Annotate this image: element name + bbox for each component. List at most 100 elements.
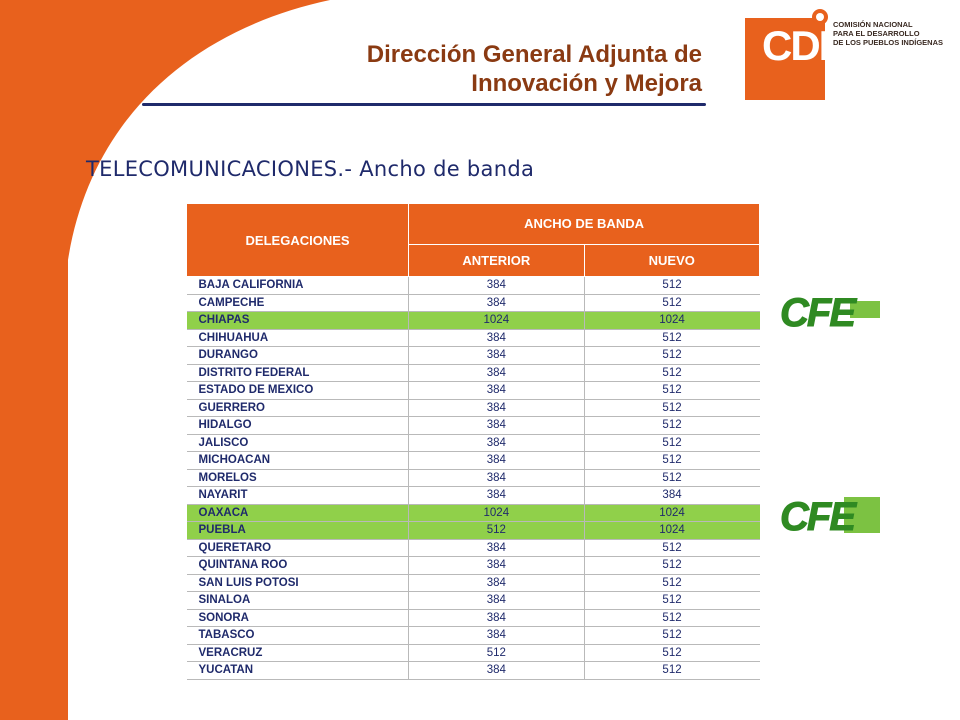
delegacion-cell: BAJA CALIFORNIA — [186, 276, 409, 295]
delegacion-cell: GUERRERO — [186, 399, 409, 417]
anterior-cell: 384 — [408, 399, 585, 417]
table-body: BAJA CALIFORNIA 384 512 CAMPECHE 384 512 CHIAP… — [186, 276, 760, 680]
table-row: VERACRUZ 512 512 — [186, 644, 760, 662]
table-row: PUEBLA 512 1024 — [186, 521, 760, 540]
anterior-cell: 384 — [408, 556, 585, 575]
nuevo-cell: 512 — [583, 346, 760, 365]
nuevo-cell: 512 — [583, 329, 760, 347]
delegacion-cell: CAMPECHE — [186, 294, 409, 312]
anterior-cell: 384 — [408, 469, 585, 487]
table-row: ESTADO DE MEXICO 384 512 — [186, 381, 760, 400]
table-row: CHIHUAHUA 384 512 — [186, 329, 760, 347]
nuevo-cell: 512 — [583, 399, 760, 417]
delegacion-cell: DISTRITO FEDERAL — [186, 364, 409, 382]
anterior-cell: 384 — [408, 346, 585, 365]
delegacion-cell: OAXACA — [186, 504, 409, 522]
delegacion-cell: MICHOACAN — [186, 451, 409, 470]
delegacion-cell: JALISCO — [186, 434, 409, 452]
delegacion-cell: SAN LUIS POTOSI — [186, 574, 409, 592]
delegacion-cell: NAYARIT — [186, 486, 409, 505]
nuevo-cell: 512 — [583, 364, 760, 382]
cfe-logo: CFE — [780, 495, 880, 539]
cfe-logo-bar — [850, 301, 880, 318]
table-row: DURANGO 384 512 — [186, 346, 760, 365]
nuevo-cell: 1024 — [583, 521, 760, 540]
table-row: OAXACA 1024 1024 — [186, 504, 760, 522]
table-row: CAMPECHE 384 512 — [186, 294, 760, 312]
delegacion-cell: PUEBLA — [186, 521, 409, 540]
header-divider — [142, 103, 706, 106]
nuevo-cell: 512 — [583, 276, 760, 295]
nuevo-cell: 512 — [583, 626, 760, 645]
section-title: TELECOMUNICACIONES.- Ancho de banda — [86, 157, 535, 181]
anterior-cell: 384 — [408, 591, 585, 610]
nuevo-cell: 512 — [583, 294, 760, 312]
anterior-cell: 512 — [408, 521, 585, 540]
cfe-logo-bar — [844, 497, 880, 533]
anterior-cell: 384 — [408, 661, 585, 680]
delegacion-cell: CHIAPAS — [186, 311, 409, 330]
page-title-line1: Dirección General Adjunta de — [366, 41, 702, 68]
table-row: QUERETARO 384 512 — [186, 539, 760, 557]
delegacion-cell: ESTADO DE MEXICO — [186, 381, 409, 400]
cdi-org-line3: DE LOS PUEBLOS INDÍGENAS — [833, 38, 944, 47]
nuevo-cell: 512 — [583, 661, 760, 680]
nuevo-cell: 512 — [583, 644, 760, 662]
table-row: QUINTANA ROO 384 512 — [186, 556, 760, 575]
anterior-cell: 384 — [408, 434, 585, 452]
table-row: HIDALGO 384 512 — [186, 416, 760, 435]
delegacion-cell: YUCATAN — [186, 661, 409, 680]
delegacion-cell: QUERETARO — [186, 539, 409, 557]
cdi-org-name: COMISIÓN NACIONAL PARA EL DESARROLLO DE … — [833, 20, 953, 47]
delegacion-cell: SINALOA — [186, 591, 409, 610]
cfe-logo-text: CFE — [780, 495, 857, 539]
anterior-cell: 512 — [408, 644, 585, 662]
anterior-cell: 384 — [408, 451, 585, 470]
table-row: JALISCO 384 512 — [186, 434, 760, 452]
table-row: MORELOS 384 512 — [186, 469, 760, 487]
anterior-cell: 1024 — [408, 311, 585, 330]
cdi-org-line1: COMISIÓN NACIONAL — [833, 20, 913, 29]
table-row: SONORA 384 512 — [186, 609, 760, 627]
anterior-cell: 384 — [408, 294, 585, 312]
nuevo-cell: 512 — [583, 556, 760, 575]
table-row: SINALOA 384 512 — [186, 591, 760, 610]
table-row: GUERRERO 384 512 — [186, 399, 760, 417]
anterior-cell: 384 — [408, 609, 585, 627]
header-ancho-de-banda: ANCHO DE BANDA — [408, 203, 760, 245]
nuevo-cell: 512 — [583, 574, 760, 592]
table-row: NAYARIT 384 384 — [186, 486, 760, 505]
anterior-cell: 384 — [408, 416, 585, 435]
nuevo-cell: 1024 — [583, 311, 760, 330]
nuevo-cell: 512 — [583, 434, 760, 452]
table-row: DISTRITO FEDERAL 384 512 — [186, 364, 760, 382]
anterior-cell: 384 — [408, 381, 585, 400]
bandwidth-table: DELEGACIONES ANCHO DE BANDA ANTERIOR NUE… — [185, 203, 761, 680]
nuevo-cell: 512 — [583, 451, 760, 470]
anterior-cell: 384 — [408, 276, 585, 295]
header-anterior: ANTERIOR — [408, 243, 585, 278]
table-row: SAN LUIS POTOSI 384 512 — [186, 574, 760, 592]
anterior-cell: 1024 — [408, 504, 585, 522]
anterior-cell: 384 — [408, 626, 585, 645]
cdi-logo-letters: CDI — [762, 22, 830, 69]
anterior-cell: 384 — [408, 574, 585, 592]
delegacion-cell: SONORA — [186, 609, 409, 627]
nuevo-cell: 512 — [583, 609, 760, 627]
delegacion-cell: DURANGO — [186, 346, 409, 365]
nuevo-cell: 512 — [583, 591, 760, 610]
cfe-logo-text: CFE — [780, 291, 857, 335]
delegacion-cell: VERACRUZ — [186, 644, 409, 662]
nuevo-cell: 512 — [583, 416, 760, 435]
nuevo-cell: 512 — [583, 381, 760, 400]
anterior-cell: 384 — [408, 486, 585, 505]
delegacion-cell: MORELOS — [186, 469, 409, 487]
nuevo-cell: 512 — [583, 539, 760, 557]
header-nuevo: NUEVO — [583, 243, 761, 278]
delegacion-cell: QUINTANA ROO — [186, 556, 409, 575]
delegacion-cell: HIDALGO — [186, 416, 409, 435]
table-row: TABASCO 384 512 — [186, 626, 760, 645]
page-title: Dirección General Adjunta de Innovación … — [142, 40, 702, 98]
cdi-org-line2: PARA EL DESARROLLO — [833, 29, 920, 38]
cdi-logo — [745, 18, 825, 100]
